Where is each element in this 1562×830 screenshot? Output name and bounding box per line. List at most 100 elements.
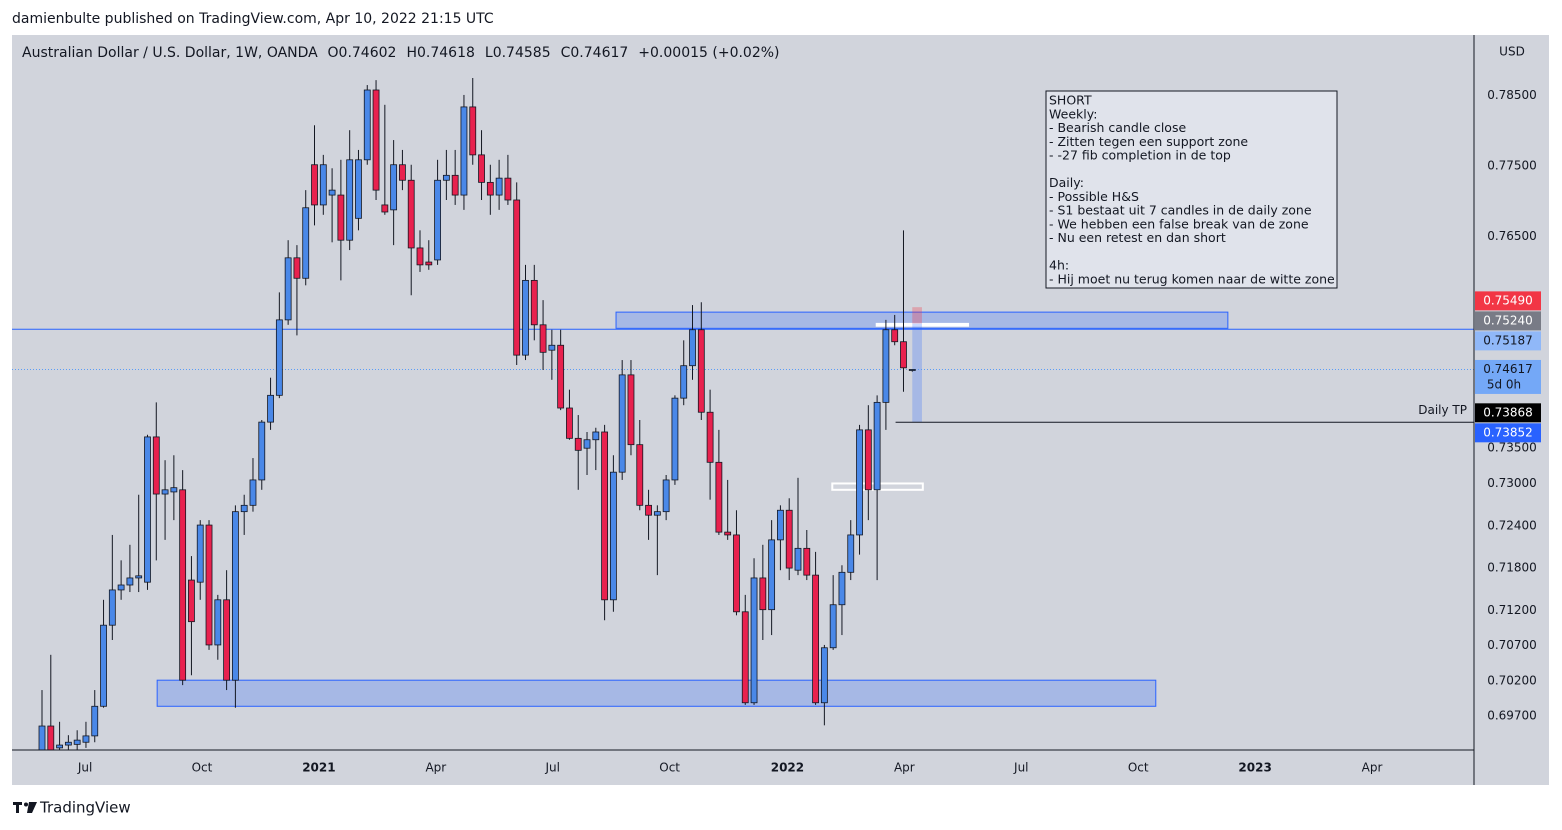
ohlc-value: 0.74617	[570, 45, 628, 61]
price-line-label: Daily TP	[1418, 403, 1467, 417]
candle-body	[407, 179, 415, 249]
candle-body	[583, 439, 591, 449]
zone	[912, 323, 922, 423]
y-tick-label: 0.78500	[1487, 88, 1537, 102]
candle-body	[188, 579, 195, 623]
candle-body	[627, 374, 635, 446]
ohlc-label: C	[561, 45, 571, 61]
ohlc-value: 0.74602	[339, 45, 397, 61]
candle-body	[645, 504, 652, 516]
publisher-line: damienbulte published on TradingView.com…	[12, 11, 494, 27]
candle-body	[812, 574, 819, 704]
candle-body	[715, 461, 723, 533]
y-tick-label: 0.72400	[1487, 518, 1537, 532]
candle-body	[161, 489, 169, 495]
note-item: - Possible H&S	[1049, 189, 1139, 204]
price-tag	[1475, 291, 1541, 311]
candle-body	[337, 194, 345, 241]
candle-body	[706, 411, 714, 463]
candle-body	[504, 177, 512, 201]
y-tick-label: 0.77500	[1487, 159, 1537, 173]
x-tick-label: Oct	[1128, 761, 1149, 775]
candle-body	[724, 531, 732, 536]
candle-body	[126, 577, 134, 586]
candle-body	[442, 174, 450, 181]
candle-body	[671, 397, 679, 481]
symbol-legend: Australian Dollar / U.S. Dollar, 1W, OAN…	[22, 45, 780, 61]
candle-body	[416, 247, 424, 266]
zone	[875, 322, 970, 327]
note-item: - -27 fib completion in de top	[1049, 148, 1231, 163]
candle-body	[733, 534, 740, 613]
candle-body	[381, 204, 389, 213]
logo-shape	[16, 802, 19, 813]
candle-body	[566, 407, 573, 439]
price-tag	[1475, 403, 1541, 423]
note-heading: 4h:	[1049, 258, 1069, 273]
price-tag-label: 0.75240	[1483, 313, 1533, 327]
candle-body	[478, 154, 485, 183]
candle-body	[777, 509, 784, 541]
price-change: +0.00015 (+0.02%)	[638, 45, 779, 61]
price-tag	[1475, 331, 1541, 351]
note-item: - We hebben een false break van de zone	[1049, 216, 1309, 231]
y-tick-label: 0.73000	[1487, 476, 1537, 490]
candle-body	[829, 604, 837, 649]
candle-body	[636, 444, 644, 506]
ohlc-label: O	[328, 45, 339, 61]
note-item: - S1 bestaat uit 7 candles in de daily z…	[1049, 203, 1312, 218]
logo-shape	[27, 802, 37, 813]
price-axis: 0.795000.785000.775000.765000.740000.735…	[1487, 45, 1537, 723]
x-tick-label: Oct	[659, 761, 680, 775]
candle-body	[275, 319, 283, 396]
plot-area: Daily TP	[12, 78, 1474, 750]
candle-body	[513, 199, 521, 356]
y-tick-label: 0.71200	[1487, 603, 1537, 617]
candle-body	[900, 341, 907, 369]
footer-brand: TradingView	[39, 799, 131, 817]
x-tick-label: 2023	[1238, 761, 1271, 775]
y-tick-label: 0.71800	[1487, 561, 1537, 575]
candle-body	[838, 571, 846, 606]
candle-body	[864, 429, 872, 491]
candle-body	[47, 725, 55, 750]
candle-body	[363, 89, 371, 161]
price-tag-label: 0.73868	[1483, 405, 1533, 419]
candle-body	[460, 106, 468, 196]
candle-body	[680, 365, 688, 399]
candle-body	[750, 577, 758, 704]
candle-body	[847, 534, 855, 573]
candle-body	[117, 584, 125, 591]
logo-shape	[24, 802, 28, 807]
candle-body	[249, 479, 257, 506]
price-tag-label: 0.73852	[1483, 425, 1533, 439]
candle-body	[759, 577, 767, 611]
candle-body	[530, 279, 538, 326]
candle-body	[372, 89, 380, 191]
candle-body	[486, 181, 494, 196]
candle-body	[319, 164, 327, 206]
candle-body	[908, 369, 916, 371]
y-tick-label: 0.76500	[1487, 229, 1537, 243]
note-item: - Bearish candle close	[1049, 120, 1186, 135]
y-tick-label: 0.70200	[1487, 673, 1537, 687]
note-box	[1045, 90, 1338, 289]
candle-body	[73, 739, 81, 745]
x-tick-label: Apr	[1362, 761, 1383, 775]
candle-body	[293, 257, 301, 279]
candle-body	[434, 179, 441, 261]
candle-body	[284, 257, 292, 321]
candle-body	[618, 374, 626, 473]
price-tag	[1475, 311, 1541, 331]
price-tag-label: 0.75490	[1483, 293, 1533, 307]
candle-body	[451, 174, 459, 196]
zone	[156, 679, 1157, 707]
candle-body	[662, 479, 670, 513]
candle-body	[794, 547, 802, 571]
x-tick-label: Jul	[544, 761, 559, 775]
candle-body	[785, 509, 793, 569]
candle-body	[214, 599, 222, 646]
candle-body	[539, 324, 547, 353]
price-tag-label: 0.74617	[1483, 362, 1533, 376]
